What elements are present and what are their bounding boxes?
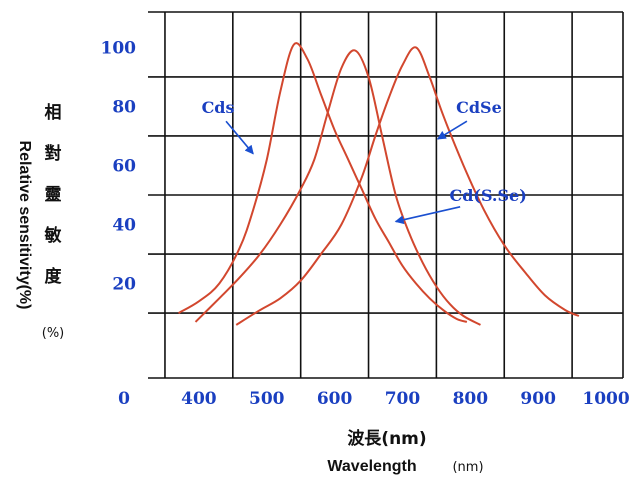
series-line-cd-s-se [194, 49, 481, 326]
annotation-arrow-cd-s-se [394, 206, 461, 225]
annotation-arrow-cds [225, 120, 254, 155]
x-tick-label: 800 [453, 389, 489, 409]
chart-grid [148, 11, 624, 379]
x-axis-title-unit: (nm) [452, 460, 483, 475]
y-tick-label: 40 [112, 216, 136, 236]
y-tick-label: 100 [101, 38, 137, 58]
x-tick-label: 600 [317, 389, 353, 409]
y-tick-label: 20 [112, 275, 136, 295]
series-line-cds [177, 42, 468, 323]
y-axis-title-unit: (%) [42, 326, 65, 341]
x-tick-label: 900 [520, 389, 556, 409]
x-tick-label: 400 [181, 389, 217, 409]
x-tick-label: 1000 [582, 389, 629, 409]
y-tick-label: 80 [112, 97, 136, 117]
y-axis-title-char: 靈 [45, 185, 62, 205]
x-axis-title-chinese: 波長(nm) [347, 428, 426, 449]
x-axis-title-english: Wavelength [327, 458, 416, 475]
y-tick-label: 60 [112, 156, 136, 176]
y-axis-title-english: Relative sensitivity(%) [16, 141, 33, 310]
x-tick-label: 500 [249, 389, 285, 409]
annotation-label-cds: Cds [202, 98, 235, 117]
annotation-label-cd-s-se: Cd(S.Se) [449, 186, 526, 205]
annotation-label-cdse: CdSe [456, 98, 502, 117]
y-axis-title-char: 敏 [44, 225, 62, 246]
y-axis-title-char: 對 [45, 143, 62, 164]
chart-annotations: Cds CdSe Cd(S.Se) [202, 98, 527, 225]
origin-label: 0 [118, 389, 130, 409]
chart-series [177, 42, 580, 326]
y-axis-title-char: 相 [45, 102, 62, 123]
y-axis-title-char: 度 [45, 266, 63, 287]
series-line-cdse [235, 46, 580, 326]
annotation-arrow-cdse [436, 120, 468, 140]
x-tick-label: 700 [385, 389, 421, 409]
